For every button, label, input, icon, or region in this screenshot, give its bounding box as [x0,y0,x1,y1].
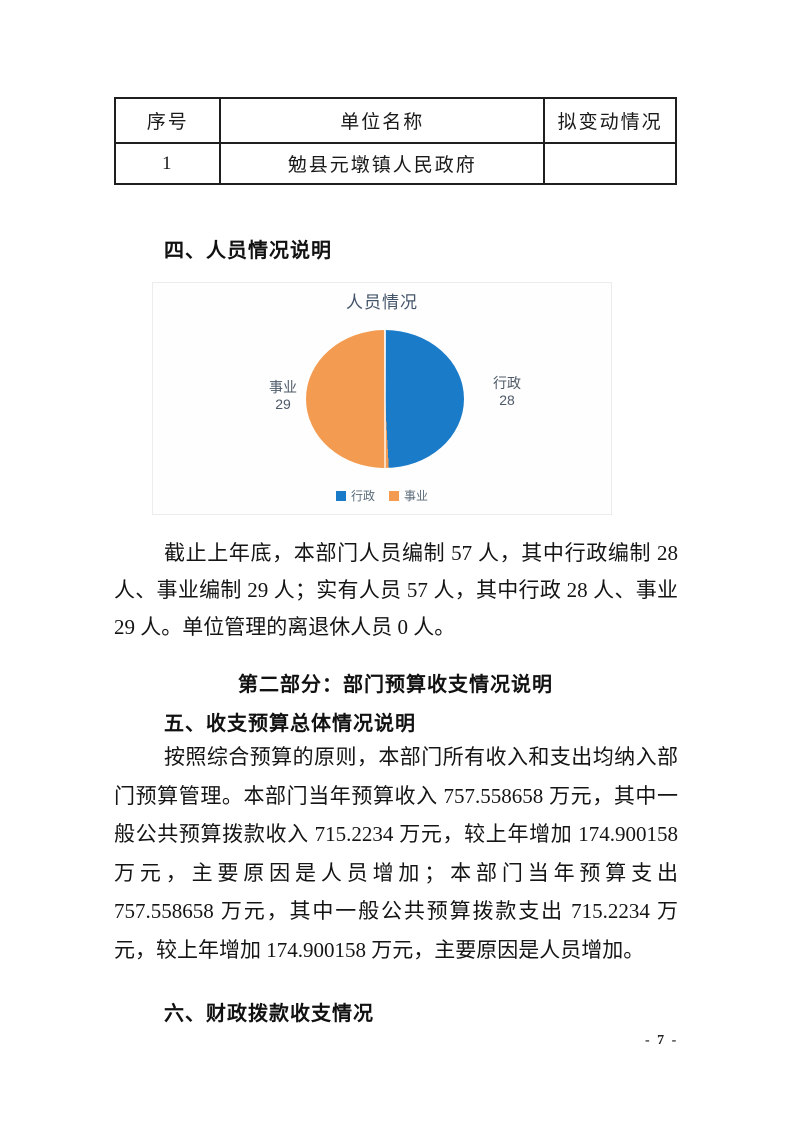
heading-part-two: 第二部分：部门预算收支情况说明 [238,674,553,696]
legend-label-shiye: 事业 [404,489,429,503]
paragraph-budget: 按照综合预算的原则，本部门所有收入和支出均纳入部门预算管理。本部门当年预算收入 … [114,745,678,962]
heading-budget-overview: 五、收支预算总体情况说明 [164,713,416,735]
paragraph-personnel: 截止上年底，本部门人员编制 57 人，其中行政编制 28 人、事业编制 29 人… [114,541,678,639]
legend-label-xingzheng: 行政 [350,489,375,503]
personnel-pie-chart: 人员情况 事业 29 行政 28 行政 事业 [152,282,612,515]
heading-fiscal-appropriation: 六、财政拨款收支情况 [164,1003,374,1025]
legend-item-xingzheng: 行政 [335,487,375,504]
chart-title: 人员情况 [346,293,418,312]
unit-change-table: 序号 单位名称 拟变动情况 1 勉县元墩镇人民政府 [113,97,677,185]
heading-personnel-section: 四、人员情况说明 [164,240,332,262]
slice-label-xingzheng-value: 28 [499,392,515,408]
slice-label-xingzheng-name: 行政 [493,375,521,391]
cell-unit-name: 勉县元墩镇人民政府 [219,142,546,185]
header-serial-number: 序号 [113,97,222,144]
cell-serial-number: 1 [113,142,222,185]
chart-legend: 行政 事业 [153,487,611,504]
legend-swatch-xingzheng [335,490,346,501]
slice-label-shiye-value: 29 [275,396,291,412]
legend-item-shiye: 事业 [389,487,428,504]
pie-slice-divider [384,330,386,468]
table-row: 1 勉县元墩镇人民政府 [113,142,677,185]
legend-swatch-shiye [389,490,399,501]
page-number: - 7 - [645,1033,679,1048]
slice-label-shiye: 事业 29 [251,379,315,413]
header-unit-name: 单位名称 [219,97,546,144]
header-change-status: 拟变动情况 [543,97,677,144]
slice-label-shiye-name: 事业 [269,379,297,395]
table-header-row: 序号 单位名称 拟变动情况 [113,97,677,144]
slice-label-xingzheng: 行政 28 [475,375,539,409]
cell-change-status [543,142,677,185]
